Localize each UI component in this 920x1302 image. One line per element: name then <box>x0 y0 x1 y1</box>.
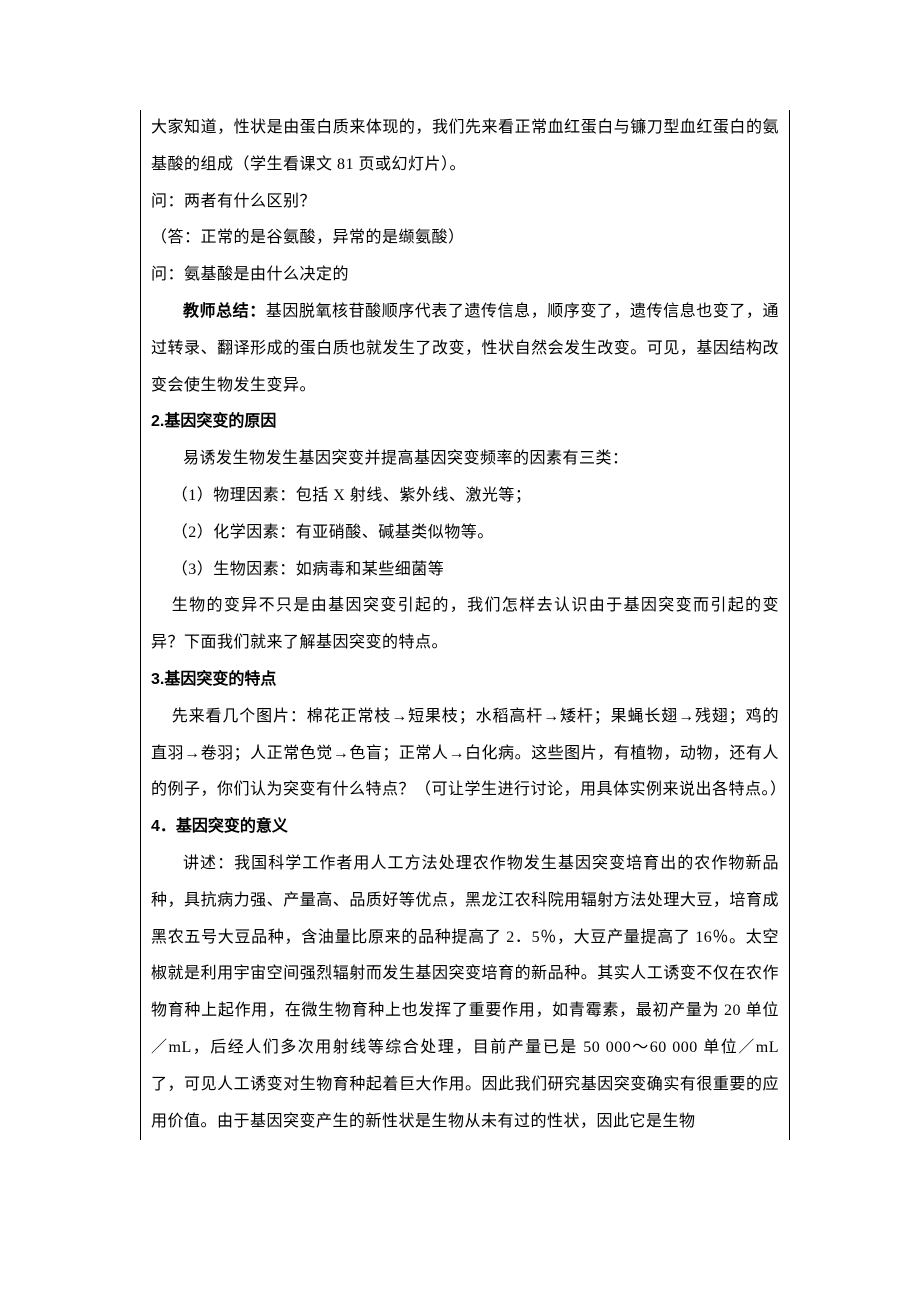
page-container: 大家知道，性状是由蛋白质来体现的，我们先来看正常血红蛋白与镰刀型血红蛋白的氨基酸… <box>0 0 920 1220</box>
para-teacher-summary: 教师总结：基因脱氧核苷酸顺序代表了遗传信息，顺序变了，遗传信息也变了，通过转录、… <box>151 294 779 404</box>
para-q1: 问：两者有什么区别？ <box>151 184 779 221</box>
para-a1: （答：正常的是谷氨酸，异常的是缬氨酸） <box>151 220 779 257</box>
heading-4: 4．基因突变的意义 <box>151 809 779 846</box>
para-significance: 讲述：我国科学工作者用人工方法处理农作物发生基因突变培育出的农作物新品种，具抗病… <box>151 846 779 1140</box>
para-factor-1: （1）物理因素：包括 X 射线、紫外线、激光等； <box>151 478 779 515</box>
para-q2: 问：氨基酸是由什么决定的 <box>151 257 779 294</box>
para-intro: 大家知道，性状是由蛋白质来体现的，我们先来看正常血红蛋白与镰刀型血红蛋白的氨基酸… <box>151 110 779 184</box>
content-box: 大家知道，性状是由蛋白质来体现的，我们先来看正常血红蛋白与镰刀型血红蛋白的氨基酸… <box>140 110 790 1140</box>
para-examples: 先来看几个图片：棉花正常枝→短果枝；水稻高杆→矮杆；果蝇长翅→残翅；鸡的直羽→卷… <box>151 699 779 809</box>
para-factor-2: （2）化学因素：有亚硝酸、碱基类似物等。 <box>151 515 779 552</box>
para-transition: 生物的变异不只是由基因突变引起的，我们怎样去认识由于基因突变而引起的变异？下面我… <box>151 588 779 662</box>
teacher-summary-label: 教师总结： <box>183 303 266 320</box>
heading-2: 2.基因突变的原因 <box>151 404 779 441</box>
para-factors-intro: 易诱发生物发生基因突变并提高基因突变频率的因素有三类： <box>151 441 779 478</box>
para-factor-3: （3）生物因素：如病毒和某些细菌等 <box>151 552 779 589</box>
heading-3: 3.基因突变的特点 <box>151 662 779 699</box>
